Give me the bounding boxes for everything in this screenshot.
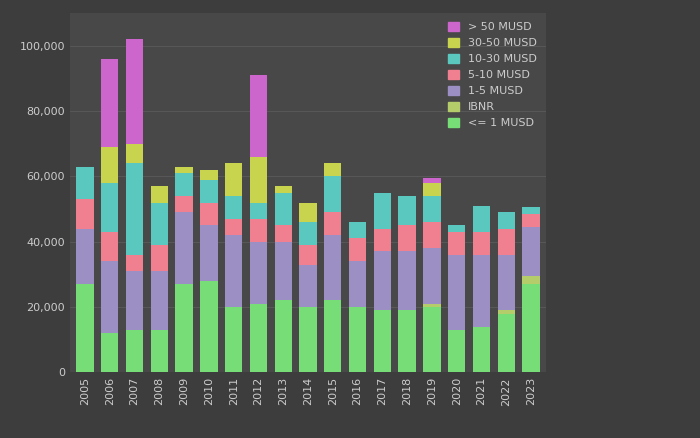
Bar — [522, 227, 540, 276]
Bar — [250, 157, 267, 202]
Bar — [250, 242, 267, 304]
Bar — [250, 75, 267, 157]
Bar — [274, 242, 292, 300]
Bar — [101, 183, 118, 232]
Bar — [250, 219, 267, 242]
Bar — [176, 173, 192, 196]
Bar — [374, 251, 391, 310]
Bar — [473, 232, 490, 255]
Bar — [101, 261, 118, 333]
Bar — [473, 327, 490, 372]
Bar — [498, 229, 515, 255]
Bar — [324, 235, 342, 300]
Bar — [374, 193, 391, 229]
Legend: > 50 MUSD, 30-50 MUSD, 10-30 MUSD, 5-10 MUSD, 1-5 MUSD, IBNR, <= 1 MUSD: > 50 MUSD, 30-50 MUSD, 10-30 MUSD, 5-10 … — [445, 19, 540, 132]
Bar — [398, 196, 416, 226]
Bar — [274, 193, 292, 226]
Bar — [300, 202, 316, 222]
Bar — [250, 202, 267, 219]
Bar — [324, 163, 342, 177]
Bar — [150, 186, 168, 202]
Bar — [225, 307, 242, 372]
Bar — [522, 208, 540, 214]
Bar — [76, 229, 94, 284]
Bar — [424, 307, 440, 372]
Bar — [76, 284, 94, 372]
Bar — [473, 206, 490, 232]
Bar — [225, 235, 242, 307]
Bar — [398, 226, 416, 251]
Bar — [498, 310, 515, 314]
Bar — [300, 222, 316, 245]
Bar — [300, 307, 316, 372]
Bar — [498, 212, 515, 229]
Bar — [300, 245, 316, 265]
Bar — [398, 310, 416, 372]
Bar — [398, 251, 416, 310]
Bar — [300, 265, 316, 307]
Bar — [522, 214, 540, 227]
Bar — [225, 219, 242, 235]
Bar — [200, 170, 218, 180]
Bar — [424, 304, 440, 307]
Bar — [250, 304, 267, 372]
Bar — [200, 226, 218, 281]
Bar — [274, 186, 292, 193]
Bar — [324, 212, 342, 235]
Bar — [126, 255, 143, 271]
Bar — [225, 163, 242, 196]
Bar — [349, 238, 366, 261]
Bar — [150, 271, 168, 330]
Bar — [448, 232, 466, 255]
Bar — [349, 261, 366, 307]
Bar — [126, 144, 143, 163]
Bar — [126, 330, 143, 372]
Bar — [424, 222, 440, 248]
Bar — [498, 255, 515, 310]
Bar — [200, 202, 218, 226]
Bar — [424, 196, 440, 222]
Bar — [126, 163, 143, 255]
Bar — [76, 166, 94, 199]
Bar — [448, 255, 466, 330]
Bar — [200, 281, 218, 372]
Bar — [176, 212, 192, 284]
Bar — [150, 330, 168, 372]
Bar — [150, 202, 168, 245]
Bar — [76, 199, 94, 229]
Bar — [274, 300, 292, 372]
Bar — [522, 284, 540, 372]
Bar — [200, 180, 218, 202]
Bar — [324, 177, 342, 212]
Bar — [349, 307, 366, 372]
Bar — [126, 271, 143, 330]
Bar — [101, 147, 118, 183]
Bar — [473, 255, 490, 327]
Bar — [150, 245, 168, 271]
Bar — [424, 248, 440, 304]
Bar — [101, 333, 118, 372]
Bar — [498, 314, 515, 372]
Bar — [424, 183, 440, 196]
Bar — [374, 229, 391, 251]
Bar — [448, 226, 466, 232]
Bar — [349, 222, 366, 238]
Bar — [374, 310, 391, 372]
Bar — [522, 276, 540, 284]
Bar — [424, 178, 440, 183]
Bar — [225, 196, 242, 219]
Bar — [176, 284, 192, 372]
Bar — [176, 196, 192, 212]
Bar — [176, 166, 192, 173]
Bar — [448, 330, 466, 372]
Bar — [274, 226, 292, 242]
Bar — [101, 59, 118, 147]
Bar — [101, 232, 118, 261]
Bar — [126, 39, 143, 144]
Bar — [324, 300, 342, 372]
